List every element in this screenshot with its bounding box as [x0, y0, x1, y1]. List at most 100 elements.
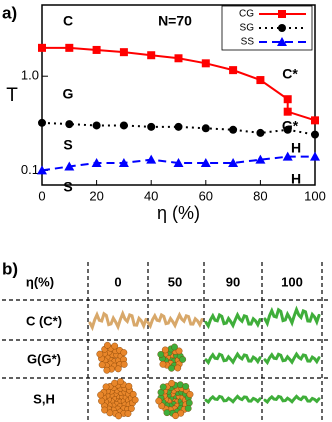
panel-label: a) — [2, 3, 17, 22]
marker — [146, 154, 157, 164]
marker — [278, 24, 286, 32]
marker — [119, 48, 128, 57]
polymer-chain — [204, 351, 262, 366]
marker — [38, 43, 46, 52]
column-header: 50 — [168, 274, 182, 289]
monomer — [184, 405, 192, 412]
monomer — [115, 412, 122, 420]
marker — [92, 121, 101, 130]
marker — [278, 10, 286, 18]
annotation: C* — [282, 66, 298, 82]
monomer — [168, 364, 175, 372]
monomer — [175, 347, 183, 355]
column-header: 90 — [226, 274, 240, 289]
x-tick-label: 100 — [304, 188, 326, 203]
monomer — [103, 366, 111, 374]
polymer-chain — [88, 309, 148, 332]
annotation: S — [63, 179, 72, 195]
legend-frame — [221, 5, 313, 51]
marker — [310, 151, 320, 161]
monomer — [111, 342, 119, 350]
monomer — [185, 399, 193, 407]
monomer — [114, 365, 122, 373]
marker — [119, 121, 128, 130]
annotation: H — [291, 140, 301, 156]
marker — [147, 122, 156, 131]
monomer — [124, 410, 132, 417]
plot-frame — [41, 4, 316, 186]
marker — [282, 151, 293, 161]
monomer — [172, 412, 179, 420]
monomer — [120, 361, 128, 368]
monomer — [104, 341, 111, 349]
monomer — [127, 405, 135, 412]
polymer-chain — [263, 351, 321, 366]
marker — [201, 59, 210, 68]
panel-label: b) — [2, 259, 18, 278]
marker — [92, 45, 101, 54]
monomer — [182, 383, 190, 390]
y-axis-label: T — [6, 85, 18, 106]
x-tick-label: 0 — [38, 188, 45, 203]
annotation: G — [63, 86, 74, 102]
monomer — [186, 390, 194, 398]
marker — [37, 165, 47, 175]
x-tick-label: 60 — [199, 188, 213, 203]
annotation: S — [63, 137, 72, 153]
x-tick-label: 80 — [253, 188, 267, 203]
monomer — [155, 397, 163, 405]
monomer — [120, 349, 128, 356]
column-header: η(%) — [26, 274, 54, 289]
marker — [173, 157, 184, 167]
x-axis-label: η (%) — [157, 203, 200, 223]
marker — [311, 130, 319, 139]
monomer — [168, 379, 176, 387]
marker — [283, 95, 292, 104]
legend-label: SS — [241, 37, 255, 48]
column-header: 0 — [114, 274, 121, 289]
row-label: S,H — [33, 391, 55, 406]
row-label: C (C*) — [26, 313, 62, 328]
marker — [174, 122, 183, 131]
marker — [277, 37, 287, 46]
polymer-chain — [146, 311, 204, 330]
monomer — [159, 383, 167, 391]
polymer-chain — [263, 305, 321, 328]
monomer — [117, 378, 124, 386]
marker — [228, 157, 239, 167]
annotation: N=70 — [158, 13, 192, 29]
monomer — [131, 396, 139, 404]
marker — [91, 157, 102, 167]
column-header: 100 — [281, 274, 303, 289]
monomer — [97, 391, 105, 399]
x-tick-label: 40 — [144, 188, 158, 203]
marker — [311, 116, 319, 125]
y-tick-label: 1.0 — [21, 68, 39, 83]
marker — [283, 125, 292, 134]
marker — [255, 154, 266, 164]
x-tick-label: 20 — [89, 188, 103, 203]
monomer — [111, 379, 119, 387]
annotation: C — [63, 13, 73, 29]
legend-label: SG — [240, 23, 255, 34]
polymer-chain — [263, 394, 321, 405]
marker — [65, 43, 74, 52]
monomer — [161, 346, 169, 354]
marker — [283, 107, 292, 116]
monomer — [171, 343, 178, 351]
polymer-chain — [204, 311, 262, 330]
row-label: G(G*) — [27, 351, 61, 366]
marker — [65, 120, 74, 129]
monomer — [101, 406, 108, 414]
marker — [64, 161, 75, 171]
monomer — [102, 383, 110, 391]
marker — [256, 76, 265, 85]
annotation: H — [291, 171, 301, 187]
monomer — [174, 364, 182, 372]
marker — [38, 118, 46, 127]
marker — [229, 66, 238, 75]
marker — [256, 128, 265, 137]
marker — [229, 125, 238, 134]
monomer — [157, 351, 165, 358]
marker — [174, 54, 183, 63]
